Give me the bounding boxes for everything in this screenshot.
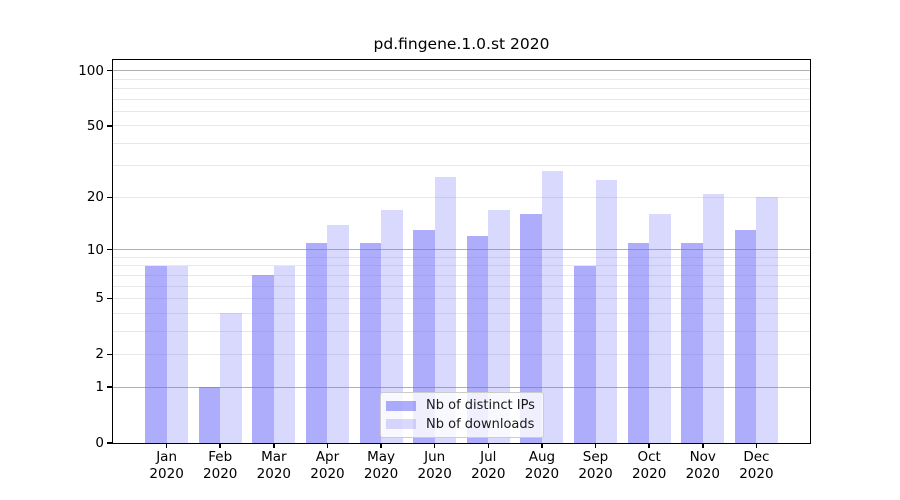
legend-entry-distinct-ips: Nb of distinct IPs — [386, 398, 537, 413]
gridline-major — [113, 386, 810, 388]
gridline-minor — [113, 265, 810, 267]
gridline-minor — [113, 312, 810, 314]
bar-downloads-jan — [166, 265, 189, 443]
bar-downloads-jul — [488, 209, 510, 443]
x-tick-label-apr: Apr 2020 — [310, 449, 345, 482]
bar-distinct-ips-dec — [734, 230, 757, 443]
legend: Nb of distinct IPs Nb of downloads — [380, 392, 544, 438]
gridline-minor — [113, 297, 810, 299]
x-tick-mark — [433, 443, 436, 448]
gridline-minor — [113, 88, 810, 89]
bar-distinct-ips-apr — [306, 242, 328, 443]
y-tick-mark — [107, 386, 112, 388]
bar-distinct-ips-jun — [413, 230, 435, 443]
gridline-minor — [113, 274, 810, 276]
y-tick-mark — [107, 196, 112, 199]
x-tick-mark — [219, 443, 222, 448]
bar-downloads-feb — [220, 313, 242, 443]
bar-distinct-ips-feb — [198, 387, 221, 443]
x-tick-label-mar: Mar 2020 — [256, 449, 292, 482]
bar-distinct-ips-jan — [145, 265, 167, 443]
gridline-minor — [113, 353, 810, 355]
legend-label-distinct-ips: Nb of distinct IPs — [426, 398, 535, 414]
y-tick-label: 5 — [95, 290, 104, 307]
x-tick-mark — [541, 443, 543, 448]
gridline-minor — [113, 78, 810, 80]
y-tick-mark — [107, 297, 112, 300]
x-tick-mark — [273, 443, 275, 448]
bar-downloads-oct — [649, 214, 671, 443]
gridline-minor — [113, 165, 810, 167]
bar-distinct-ips-aug — [520, 214, 542, 443]
x-tick-mark — [701, 443, 704, 448]
y-tick-label: 10 — [86, 241, 104, 258]
legend-entry-downloads: Nb of downloads — [386, 417, 537, 432]
chart-title: pd.fingene.1.0.st 2020 — [373, 35, 550, 53]
gridline-minor — [113, 256, 810, 258]
y-tick-label: 2 — [95, 346, 104, 363]
gridline-major — [113, 70, 810, 72]
x-tick-label-feb: Feb 2020 — [203, 449, 238, 482]
bar-downloads-sep — [595, 180, 617, 443]
y-tick-label: 50 — [86, 117, 104, 134]
x-tick-mark — [487, 443, 490, 448]
bar-distinct-ips-sep — [574, 265, 596, 443]
bar-distinct-ips-may — [359, 242, 382, 443]
bar-distinct-ips-nov — [681, 242, 703, 443]
bar-distinct-ips-oct — [627, 242, 650, 443]
x-tick-mark — [648, 443, 650, 448]
x-tick-mark — [165, 443, 168, 448]
legend-swatch-distinct-ips — [386, 400, 416, 412]
bar-downloads-dec — [756, 197, 778, 443]
x-tick-label-dec: Dec 2020 — [739, 449, 774, 482]
bar-distinct-ips-mar — [252, 275, 274, 443]
y-tick-mark — [107, 248, 112, 251]
x-tick-label-jul: Jul 2020 — [471, 449, 506, 482]
y-tick-mark — [107, 125, 112, 127]
x-tick-label-jan: Jan 2020 — [149, 449, 184, 482]
gridline-minor — [113, 98, 810, 100]
y-tick-label: 0 — [95, 435, 104, 451]
gridline-major — [113, 249, 810, 251]
y-tick-mark — [107, 353, 112, 356]
plot-area: Nb of distinct IPs Nb of downloads — [107, 59, 811, 444]
gridline-minor — [113, 125, 810, 127]
y-tick-label: 20 — [86, 189, 104, 206]
x-tick-label-oct: Oct 2020 — [631, 449, 667, 482]
x-tick-mark — [594, 443, 597, 448]
bar-downloads-may — [381, 209, 403, 443]
bar-distinct-ips-jul — [466, 236, 489, 443]
gridline-minor — [113, 285, 810, 287]
gridline-minor — [113, 110, 810, 112]
gridline-minor — [113, 196, 810, 198]
x-tick-label-aug: Aug 2020 — [524, 449, 560, 482]
x-tick-label-may: May 2020 — [363, 449, 399, 482]
x-tick-label-nov: Nov 2020 — [685, 449, 720, 482]
legend-label-downloads: Nb of downloads — [426, 416, 535, 432]
x-tick-label-sep: Sep 2020 — [578, 449, 613, 482]
x-tick-mark — [326, 443, 329, 448]
bar-downloads-jun — [434, 177, 457, 443]
bar-downloads-nov — [702, 193, 725, 443]
y-tick-label: 1 — [95, 379, 104, 396]
x-tick-mark — [755, 443, 758, 448]
x-tick-label-jun: Jun 2020 — [417, 449, 452, 482]
y-tick-mark — [107, 69, 112, 72]
legend-swatch-downloads — [386, 418, 416, 430]
gridline-minor — [113, 330, 810, 332]
y-tick-label: 100 — [78, 62, 104, 79]
bar-downloads-aug — [541, 171, 564, 443]
bar-downloads-mar — [273, 265, 296, 443]
gridline-minor — [113, 142, 810, 144]
y-tick-mark — [107, 442, 112, 444]
x-tick-mark — [380, 443, 382, 448]
bar-downloads-apr — [327, 224, 349, 443]
